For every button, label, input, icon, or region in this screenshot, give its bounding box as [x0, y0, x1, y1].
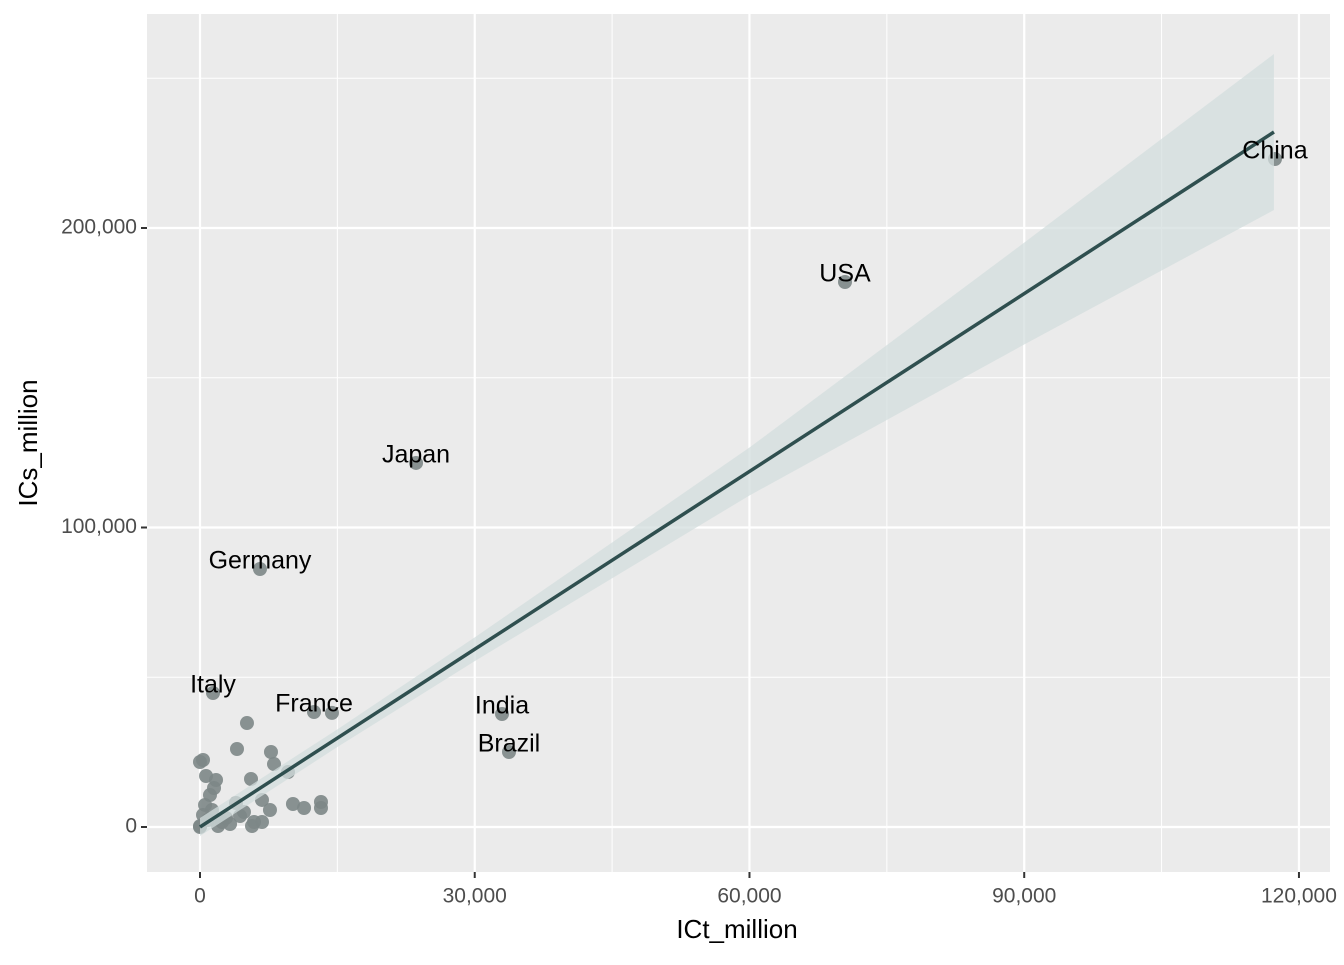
point-label: France	[275, 690, 353, 718]
point-label: India	[475, 692, 529, 720]
point-label: Brazil	[478, 730, 541, 758]
point	[244, 771, 259, 786]
point	[206, 686, 221, 701]
y-tick-label: 0	[125, 815, 137, 838]
point-label: Italy	[190, 671, 236, 699]
point	[409, 455, 424, 470]
point-label: Germany	[209, 547, 312, 575]
y-tick-label: 100,000	[61, 515, 137, 538]
point-label: China	[1242, 137, 1307, 165]
point	[252, 562, 267, 577]
point	[245, 819, 260, 834]
point	[313, 801, 328, 816]
point	[324, 705, 339, 720]
point	[262, 802, 277, 817]
point	[307, 704, 322, 719]
point	[837, 274, 852, 289]
x-axis-title: ICt_million	[676, 914, 797, 944]
x-tick-label: 60,000	[717, 885, 781, 908]
point	[285, 796, 300, 811]
x-tick-label: 120,000	[1261, 885, 1337, 908]
point	[239, 716, 254, 731]
point	[207, 781, 222, 796]
point-label: Japan	[382, 441, 450, 469]
point	[297, 801, 312, 816]
point	[229, 742, 244, 757]
point	[266, 757, 281, 772]
y-tick-label: 200,000	[61, 216, 137, 239]
point-label: USA	[819, 260, 871, 288]
point	[501, 745, 516, 760]
x-tick-label: 90,000	[992, 885, 1056, 908]
y-axis-title: ICs_million	[13, 379, 43, 506]
point	[495, 706, 510, 721]
point	[263, 745, 278, 760]
point	[233, 809, 248, 824]
fit-line	[199, 130, 1275, 829]
x-tick-label: 30,000	[443, 885, 507, 908]
point	[196, 753, 211, 768]
x-tick-label: 0	[194, 885, 206, 908]
